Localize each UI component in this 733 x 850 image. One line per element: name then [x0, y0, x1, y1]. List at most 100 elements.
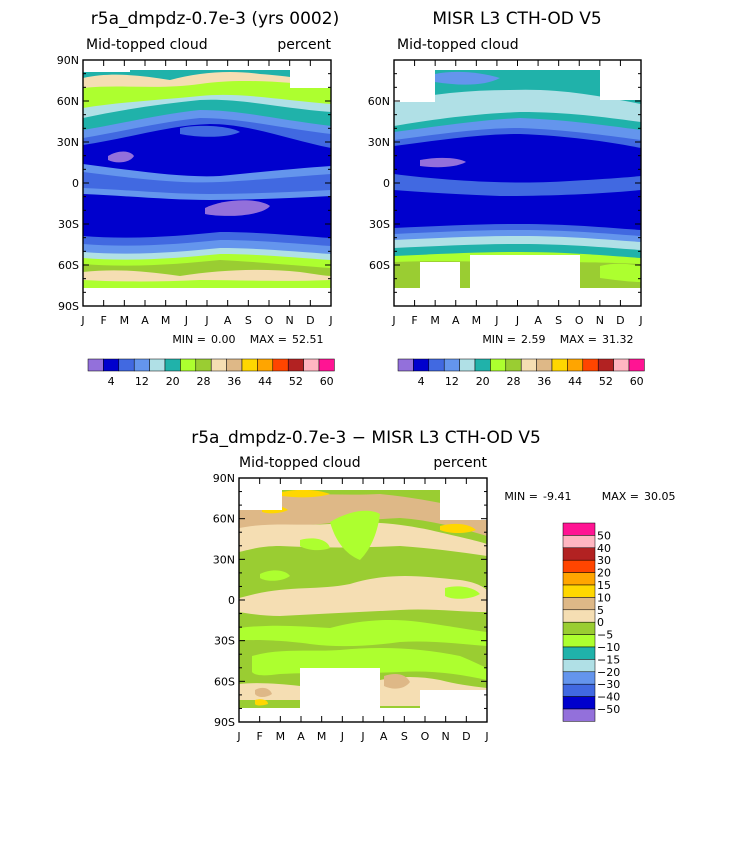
- panel-diff-month-label: J: [340, 730, 344, 743]
- panel-diff-month-label: F: [257, 730, 263, 743]
- contour-b-65s-green: [600, 263, 641, 282]
- panel-misr-colorbar-label: 4: [418, 375, 425, 388]
- panel-diff-month-label: J: [360, 730, 364, 743]
- panel-misr-colorbar-swatch: [597, 358, 614, 372]
- panel-diff-month-label: A: [297, 730, 305, 743]
- panel-misr-colorbar-swatch: [613, 358, 630, 372]
- panel-model-month-label: S: [245, 314, 252, 327]
- panel-misr-colorbar-swatch: [505, 358, 522, 372]
- panel-diff-colorbar-label: 30: [597, 554, 611, 567]
- panel-diff-units: percent: [433, 455, 487, 471]
- panel-diff-colorbar-swatch: [562, 646, 596, 660]
- panel-misr-month-label: J: [494, 314, 498, 327]
- panel-model-colorbar-swatch: [118, 358, 135, 372]
- panel-model-month-label: J: [204, 314, 208, 327]
- panel-model-colorbar-swatch: [210, 358, 227, 372]
- contour-c-20n-wheat: [239, 576, 487, 616]
- panel-diff-colorbar-label: −10: [597, 641, 620, 654]
- panel-diff-month-label: N: [442, 730, 450, 743]
- panel-model-lat-label: 60N: [57, 95, 79, 108]
- panel-misr-colorbar-swatch: [551, 358, 568, 372]
- contour-c-20s-green: [239, 620, 487, 647]
- panel-misr-min-label: MIN =: [482, 333, 516, 346]
- panel-model-colorbar-swatch: [133, 358, 150, 372]
- panel-diff-lat-label: 30N: [213, 553, 235, 566]
- panel-diff-month-label: M: [276, 730, 286, 743]
- panel-model-month-label: D: [306, 314, 314, 327]
- panel-misr-colorbar-swatch: [567, 358, 584, 372]
- panel-model-month-label: N: [286, 314, 294, 327]
- panel-model-month-label: F: [101, 314, 107, 327]
- panel-misr-colorbar-swatch: [459, 358, 476, 372]
- panel-misr-title: MISR L3 CTH-OD V5: [432, 9, 601, 29]
- panel-diff-colorbar-label: 40: [597, 542, 611, 555]
- panel-misr-colorbar-label: 52: [599, 375, 613, 388]
- panel-misr-month-label: N: [596, 314, 604, 327]
- panel-misr-lat-label: 30N: [368, 136, 390, 149]
- panel-model-lat-label: 0: [72, 177, 79, 190]
- panel-diff-colorbar-swatch: [562, 559, 596, 573]
- panel-model-colorbar-label: 20: [166, 375, 180, 388]
- panel-misr-month-label: S: [555, 314, 562, 327]
- panel-misr-colorbar-label: 20: [476, 375, 490, 388]
- panel-diff-min-value: -9.41: [543, 490, 571, 503]
- contour-a-purple-south: [205, 200, 270, 216]
- panel-misr-colorbar-label: 44: [568, 375, 582, 388]
- panel-model-colorbar-label: 44: [258, 375, 272, 388]
- contour-b-75n-blue: [435, 71, 500, 85]
- panel-diff-colorbar-swatch: [562, 621, 596, 635]
- panel-model-colorbar-label: 60: [320, 375, 334, 388]
- panel-misr-month-label: J: [391, 314, 395, 327]
- panel-misr-month-label: D: [616, 314, 624, 327]
- contour-c-10n-green: [260, 570, 480, 599]
- panel-diff-mask: [239, 478, 487, 722]
- panel-diff-colorbar-swatch: [562, 522, 596, 536]
- panel-misr-colorbar-swatch: [582, 358, 599, 372]
- contour-a-blue-north: [180, 125, 240, 137]
- panel-model-mask: [83, 60, 331, 306]
- panel-diff-lat-label: 60S: [214, 675, 235, 688]
- panel-diff-colorbar-label: −40: [597, 691, 620, 704]
- panel-diff-month-label: M: [317, 730, 327, 743]
- panel-model-lat-label: 30N: [57, 136, 79, 149]
- panel-model-colorbar-swatch: [164, 358, 181, 372]
- panel-misr: MISR L3 CTH-OD V5 Mid-topped cloud 60N30…: [368, 9, 645, 388]
- panel-diff-colorbar-swatch: [562, 535, 596, 549]
- panel-diff-colorbar-swatch: [562, 547, 596, 561]
- panel-diff-month-label: D: [462, 730, 470, 743]
- panel-misr-month-label: J: [638, 314, 642, 327]
- panel-misr-month-label: A: [452, 314, 460, 327]
- panel-diff-colorbar-swatch: [562, 696, 596, 710]
- panel-diff-colorbar-label: 15: [597, 579, 611, 592]
- panel-diff-colorbar-label: 10: [597, 591, 611, 604]
- panel-model-max-label: MAX =: [250, 333, 287, 346]
- panel-misr-min-value: 2.59: [521, 333, 546, 346]
- panel-misr-colorbar-swatch: [428, 358, 445, 372]
- contour-c-60s-tan: [255, 674, 410, 697]
- panel-model-colorbar-label: 4: [108, 375, 115, 388]
- panel-diff-colorbar-label: 0: [597, 616, 604, 629]
- contour-b-equator-royal: [394, 174, 641, 196]
- panel-model-colorbar-label: 52: [289, 375, 303, 388]
- panel-model-month-label: J: [184, 314, 188, 327]
- panel-diff-min-label: MIN =: [504, 490, 538, 503]
- panel-model-colorbar-swatch: [195, 358, 212, 372]
- panel-diff-colorbar-label: −5: [597, 629, 613, 642]
- panel-misr-month-label: J: [515, 314, 519, 327]
- panel-diff-month-label: J: [484, 730, 488, 743]
- panel-diff-colorbar-swatch: [562, 609, 596, 623]
- panel-diff-lat-label: 90S: [214, 716, 235, 729]
- panel-model-colorbar-label: 28: [197, 375, 211, 388]
- panel-misr-max-value: 31.32: [602, 333, 634, 346]
- panel-diff-colorbar-swatch: [562, 659, 596, 673]
- panel-misr-mask: [394, 60, 641, 306]
- panel-model-month-label: M: [161, 314, 171, 327]
- panel-model-min-value: 0.00: [211, 333, 236, 346]
- panel-misr-colorbar-swatch: [443, 358, 460, 372]
- panel-diff-colorbar-label: −15: [597, 653, 620, 666]
- panel-model-colorbar-swatch: [318, 358, 335, 372]
- panel-diff-colorbar-swatch: [562, 597, 596, 611]
- contour-c-north-green: [300, 510, 380, 560]
